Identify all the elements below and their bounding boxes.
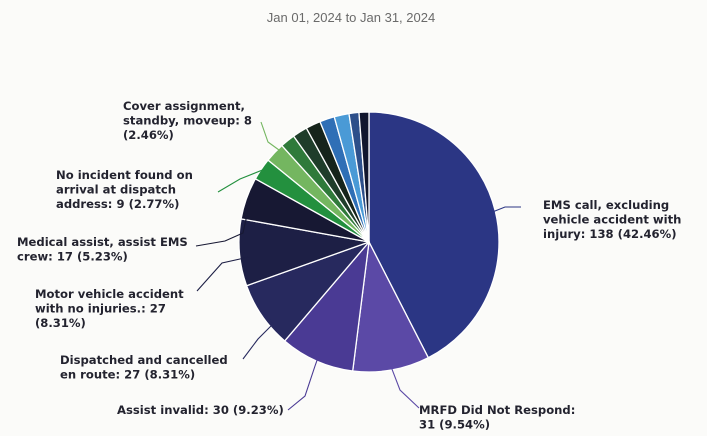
leader-line [491, 206, 521, 213]
slice-label: EMS call, excluding vehicle accident with… [543, 198, 681, 241]
slice-label-line: (2.46%) [123, 128, 174, 142]
leader-line [390, 365, 420, 409]
leader-line [217, 168, 266, 193]
leader-line [195, 199, 251, 247]
leader-line [260, 121, 280, 156]
pie-slice [358, 111, 370, 243]
slice-label-line: (8.31%) [35, 316, 86, 330]
slice-label-line: Medical assist, assist EMS [17, 235, 188, 249]
slice-label-line: Cover assignment, [123, 99, 245, 113]
slice-label-line: vehicle accident with [543, 213, 681, 227]
slice-label: MRFD Did Not Respond: 31 (9.54%) [419, 403, 575, 432]
leader-line [287, 357, 319, 411]
leader-line [196, 251, 251, 292]
slice-labels: EMS call, excluding vehicle accident with… [17, 99, 681, 432]
slice-label: Motor vehicle accident with no injuries.:… [35, 287, 184, 330]
leader-line [242, 313, 274, 360]
slice-label: Medical assist, assist EMS crew: 17 (5.23… [17, 235, 188, 264]
slice-label-line: injury: 138 (42.46%) [543, 227, 677, 241]
slice-label: Dispatched and cancelled en route: 27 (8.… [60, 353, 228, 382]
slice-label: Cover assignment, standby, moveup: 8 (2.46… [123, 99, 252, 142]
slice-label-line: arrival at dispatch [56, 183, 176, 197]
slice-label-line: 31 (9.54%) [419, 418, 490, 432]
slice-label-line: Assist invalid: 30 (9.23%) [117, 403, 284, 417]
slice-label: No incident found on arrival at dispatch a… [56, 168, 193, 211]
slice-label: Assist invalid: 30 (9.23%) [117, 403, 284, 417]
pie-slices [238, 111, 500, 373]
slice-label-line: MRFD Did Not Respond: [419, 403, 575, 417]
slice-label-line: Motor vehicle accident [35, 287, 184, 301]
chart-subtitle: Jan 01, 2024 to Jan 31, 2024 [267, 10, 435, 25]
slice-label-line: crew: 17 (5.23%) [17, 250, 128, 264]
slice-label-line: Dispatched and cancelled [60, 353, 228, 367]
slice-label-line: EMS call, excluding [543, 198, 669, 212]
slice-label-line: address: 9 (2.77%) [56, 197, 179, 211]
pie-slice [352, 241, 429, 373]
slice-label-line: standby, moveup: 8 [123, 114, 252, 128]
slice-label-line: with no injuries.: 27 [35, 302, 166, 316]
leader-lines [195, 121, 521, 411]
slice-label-line: No incident found on [56, 168, 193, 182]
slice-label-line: en route: 27 (8.31%) [60, 368, 195, 382]
pie-slice [368, 111, 500, 359]
